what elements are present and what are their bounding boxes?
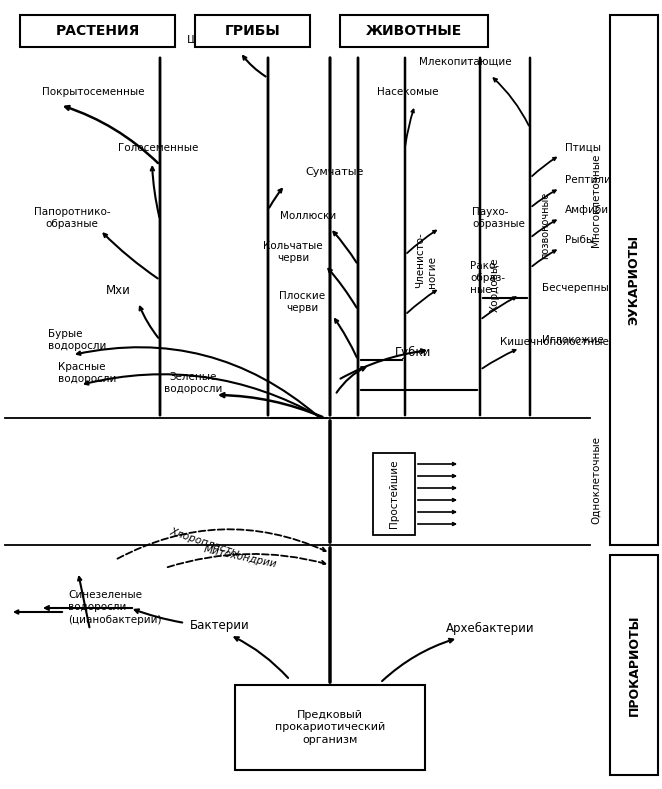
FancyBboxPatch shape	[373, 453, 415, 535]
Text: Голосеменные: Голосеменные	[118, 143, 198, 153]
Text: Насекомые: Насекомые	[377, 87, 439, 97]
Text: РАСТЕНИЯ: РАСТЕНИЯ	[56, 24, 140, 38]
FancyBboxPatch shape	[20, 15, 175, 47]
Text: Кольчатые
черви: Кольчатые черви	[263, 241, 323, 264]
Text: Зеленые
водоросли: Зеленые водоросли	[164, 372, 222, 394]
Text: ГРИБЫ: ГРИБЫ	[224, 24, 281, 38]
Text: Бактерии: Бактерии	[190, 619, 250, 631]
Text: ПРОКАРИОТЫ: ПРОКАРИОТЫ	[628, 615, 641, 716]
Text: Простейшие: Простейшие	[389, 460, 399, 529]
FancyBboxPatch shape	[610, 555, 658, 775]
Text: Митохондрии: Митохондрии	[203, 544, 277, 570]
Text: позвоночные: позвоночные	[540, 192, 550, 259]
Text: Одноклеточные: Одноклеточные	[591, 436, 601, 524]
Text: Птицы: Птицы	[565, 143, 601, 153]
FancyBboxPatch shape	[340, 15, 488, 47]
Text: Кишечнополостные: Кишечнополостные	[500, 337, 609, 347]
Text: Папоротнико-
образные: Папоротнико- образные	[34, 207, 111, 229]
FancyBboxPatch shape	[195, 15, 310, 47]
Text: Амфибии: Амфибии	[565, 205, 616, 215]
Text: Иглокожие: Иглокожие	[542, 335, 604, 345]
Text: Моллюски: Моллюски	[280, 211, 336, 221]
Text: Хордовые: Хордовые	[490, 258, 500, 312]
Text: Красные
водоросли: Красные водоросли	[58, 362, 117, 384]
FancyBboxPatch shape	[610, 15, 658, 545]
Text: Многоклеточные: Многоклеточные	[591, 153, 601, 247]
Text: Сумчатые: Сумчатые	[305, 167, 363, 177]
Text: Покрытосеменные: Покрытосеменные	[42, 87, 144, 97]
Text: Рептилии: Рептилии	[565, 175, 618, 185]
Text: Бурые
водоросли: Бурые водоросли	[48, 329, 107, 351]
Text: Синезеленые
водоросли
(цианобактерии): Синезеленые водоросли (цианобактерии)	[68, 590, 162, 625]
Text: Хлоропласты: Хлоропласты	[169, 527, 241, 559]
Text: ЖИВОТНЫЕ: ЖИВОТНЫЕ	[366, 24, 462, 38]
Text: Шляпочные: Шляпочные	[187, 35, 257, 45]
Text: Членисто-
ногие: Членисто- ногие	[415, 232, 438, 288]
Text: Архебактерии: Архебактерии	[446, 622, 534, 634]
FancyBboxPatch shape	[235, 685, 425, 770]
Text: Паухо-
образные: Паухо- образные	[472, 207, 525, 229]
Text: Губки: Губки	[395, 346, 432, 358]
Text: Плоские
черви: Плоские черви	[279, 291, 325, 313]
Text: Млекопитающие: Млекопитающие	[418, 57, 511, 67]
Text: Бесчерепные: Бесчерепные	[542, 283, 615, 293]
Text: Рако-
образ-
ные: Рако- образ- ные	[470, 260, 505, 295]
Text: Предковый
прокариотический
организм: Предковый прокариотический организм	[275, 710, 385, 745]
Text: ЭУКАРИОТЫ: ЭУКАРИОТЫ	[628, 235, 641, 325]
Text: Рыбы: Рыбы	[565, 235, 594, 245]
Text: Мхи: Мхи	[105, 283, 130, 297]
